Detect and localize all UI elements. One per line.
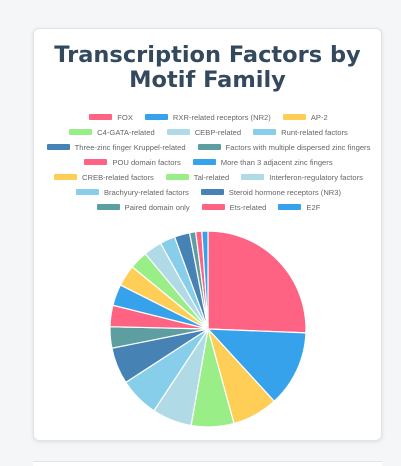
- legend-item[interactable]: More than 3 adjacent zinc fingers: [192, 156, 333, 168]
- next-card-edge: [33, 461, 382, 466]
- legend-label: Three-zinc finger Kruppel-related: [74, 142, 186, 152]
- legend-label: Paired domain only: [124, 202, 190, 212]
- legend-item[interactable]: RXR-related receptors (NR2): [144, 111, 271, 123]
- legend-label: Tal-related: [193, 172, 230, 182]
- legend-label: Runt-related factors: [281, 127, 348, 137]
- legend-swatch: [201, 203, 225, 211]
- pie-slice[interactable]: [201, 230, 209, 330]
- legend-label: Factors with multiple dispersed zinc fin…: [225, 142, 371, 152]
- legend-item[interactable]: CEBP-related: [166, 126, 242, 138]
- legend-label: Brachyury-related factors: [103, 187, 189, 197]
- legend-swatch: [89, 113, 113, 121]
- legend-item[interactable]: E2F: [278, 201, 320, 213]
- legend-item[interactable]: Steroid hormone receptors (NR3): [200, 186, 342, 198]
- legend-item[interactable]: CREB-related factors: [54, 171, 154, 183]
- legend-swatch: [96, 203, 120, 211]
- legend-item[interactable]: Factors with multiple dispersed zinc fin…: [197, 141, 371, 153]
- legend-item[interactable]: Paired domain only: [96, 201, 190, 213]
- chart-card: Transcription Factors by Motif Family FO…: [33, 28, 382, 441]
- legend-item[interactable]: Brachyury-related factors: [75, 186, 189, 198]
- legend-label: Interferon-regulatory factors: [269, 172, 363, 182]
- legend-item[interactable]: FOX: [89, 111, 133, 123]
- legend-item[interactable]: AP-2: [282, 111, 328, 123]
- legend-item[interactable]: POU domain factors: [84, 156, 181, 168]
- legend-label: POU domain factors: [112, 157, 181, 167]
- legend-swatch: [75, 188, 99, 196]
- legend-item[interactable]: Interferon-regulatory factors: [241, 171, 363, 183]
- legend-label: AP-2: [310, 112, 328, 122]
- chart-legend: FOX RXR-related receptors (NR2) AP-2 C4-GAT…: [40, 111, 377, 213]
- legend-label: FOX: [117, 112, 133, 122]
- legend-label: Ets-related: [229, 202, 267, 212]
- legend-swatch: [144, 113, 168, 121]
- legend-label: C4-GATA-related: [97, 127, 155, 137]
- legend-item[interactable]: Three-zinc finger Kruppel-related: [46, 141, 186, 153]
- legend-label: Steroid hormone receptors (NR3): [228, 187, 342, 197]
- legend-label: RXR-related receptors (NR2): [172, 112, 271, 122]
- pie-slice[interactable]: [207, 230, 307, 334]
- legend-item[interactable]: C4-GATA-related: [69, 126, 155, 138]
- legend-swatch: [84, 158, 108, 166]
- legend-swatch: [192, 158, 216, 166]
- legend-label: More than 3 adjacent zinc fingers: [220, 157, 333, 167]
- legend-swatch: [166, 128, 190, 136]
- legend-swatch: [165, 173, 189, 181]
- legend-swatch: [200, 188, 224, 196]
- legend-swatch: [69, 128, 93, 136]
- legend-label: E2F: [306, 202, 321, 212]
- legend-swatch: [241, 173, 265, 181]
- pie-chart: [109, 230, 307, 428]
- legend-label: CREB-related factors: [82, 172, 154, 182]
- legend-item[interactable]: Runt-related factors: [253, 126, 348, 138]
- legend-item[interactable]: Ets-related: [201, 201, 267, 213]
- pie-slice[interactable]: [206, 328, 307, 403]
- legend-label: CEBP-related: [194, 127, 242, 137]
- legend-swatch: [54, 173, 78, 181]
- legend-swatch: [278, 203, 302, 211]
- legend-swatch: [253, 128, 277, 136]
- chart-title: Transcription Factors by Motif Family: [54, 42, 361, 93]
- legend-swatch: [46, 143, 70, 151]
- legend-swatch: [282, 113, 306, 121]
- legend-item[interactable]: Tal-related: [165, 171, 230, 183]
- legend-swatch: [197, 143, 221, 151]
